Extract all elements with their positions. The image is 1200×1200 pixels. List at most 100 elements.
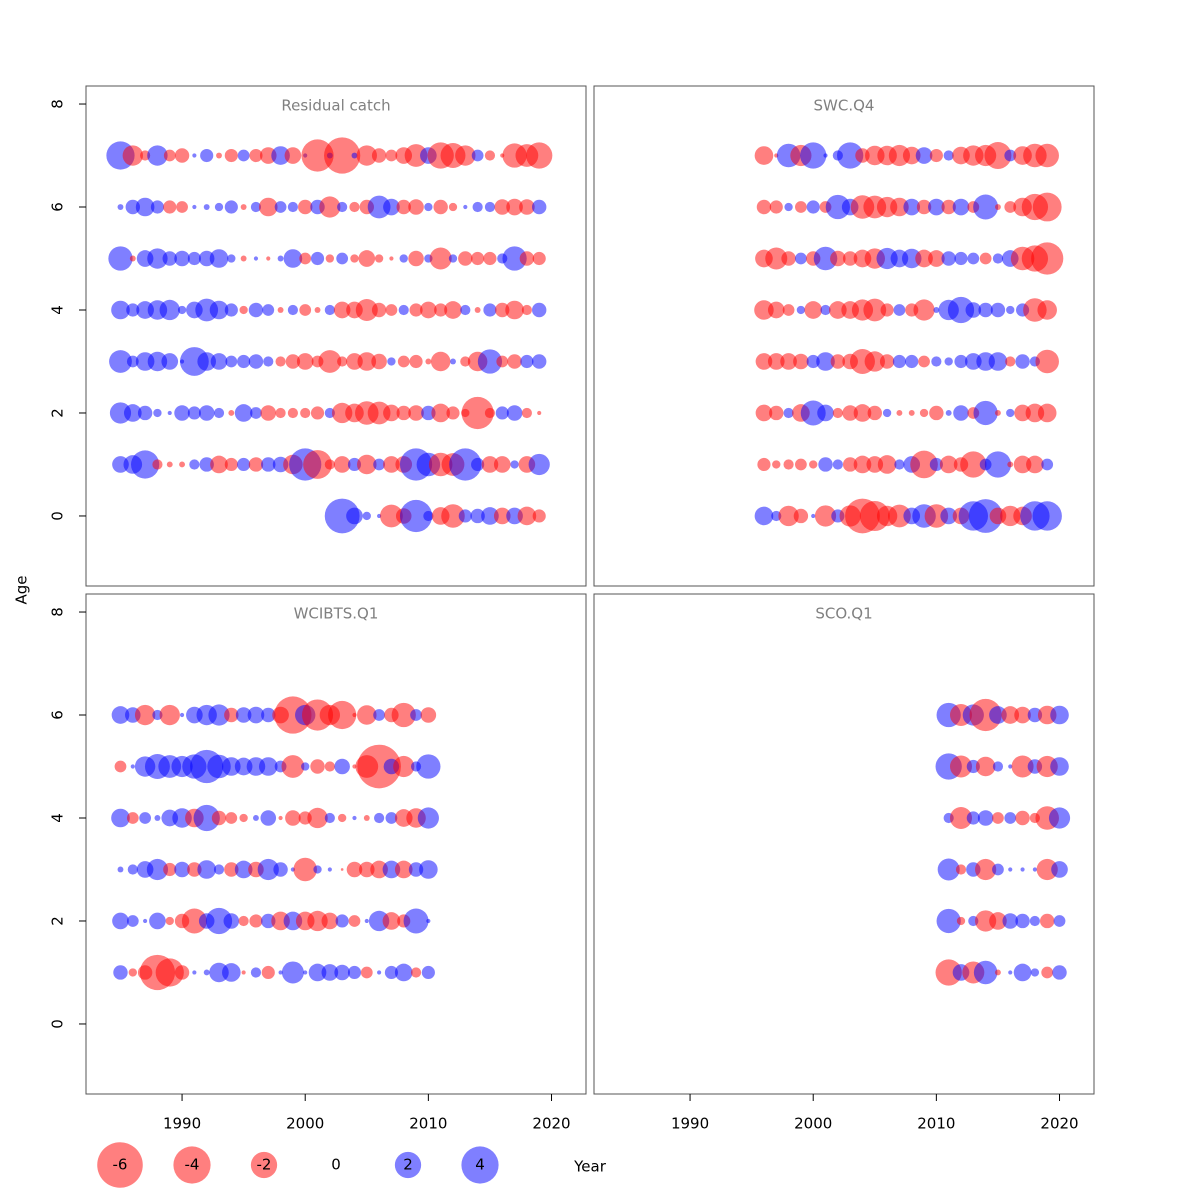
bubble bbox=[458, 251, 473, 266]
bubble bbox=[303, 970, 308, 975]
bubble bbox=[241, 970, 246, 975]
legend-bubble bbox=[173, 1146, 211, 1184]
bubble bbox=[374, 812, 385, 824]
bubble bbox=[505, 300, 524, 320]
bubble bbox=[408, 250, 424, 267]
x-tick-label: 2010 bbox=[917, 1115, 955, 1133]
bubble bbox=[960, 451, 987, 478]
bubble bbox=[111, 808, 130, 828]
bubble bbox=[108, 246, 133, 271]
bubble bbox=[130, 764, 135, 769]
bubble bbox=[481, 456, 499, 473]
bubble bbox=[421, 965, 435, 980]
bubble bbox=[384, 965, 398, 980]
bubble bbox=[380, 504, 403, 528]
bubble bbox=[281, 961, 304, 984]
bubble bbox=[382, 912, 401, 930]
bubble bbox=[248, 457, 264, 472]
bubble bbox=[383, 456, 400, 473]
bubble bbox=[385, 149, 398, 162]
panel-frame bbox=[593, 593, 1095, 1095]
bubble bbox=[197, 860, 216, 879]
bubble bbox=[842, 405, 858, 421]
bubble bbox=[109, 350, 132, 373]
bubble bbox=[159, 704, 180, 726]
bubble bbox=[444, 301, 462, 319]
bubble bbox=[327, 867, 332, 872]
bubble bbox=[893, 304, 906, 316]
bubble bbox=[177, 305, 187, 315]
bubble bbox=[321, 964, 339, 981]
bubble bbox=[155, 958, 184, 987]
bubble bbox=[1039, 913, 1055, 929]
bubble bbox=[162, 251, 177, 266]
bubble bbox=[214, 202, 224, 212]
y-tick-label: 0 bbox=[49, 511, 67, 521]
bubble bbox=[357, 705, 377, 725]
bubble bbox=[510, 460, 519, 469]
bubble bbox=[161, 353, 179, 370]
bubble bbox=[137, 405, 153, 421]
bubble bbox=[210, 455, 228, 474]
bubble bbox=[470, 508, 485, 524]
bubble bbox=[521, 304, 532, 316]
bubble bbox=[526, 142, 553, 169]
bubble bbox=[249, 914, 263, 928]
bubble bbox=[410, 967, 422, 978]
bubble bbox=[308, 963, 327, 982]
bubble bbox=[247, 706, 265, 724]
bubble bbox=[471, 251, 485, 266]
bubble bbox=[1052, 965, 1067, 980]
bubble bbox=[984, 451, 1012, 478]
bubble bbox=[426, 918, 431, 924]
bubble bbox=[537, 410, 542, 416]
bubble bbox=[321, 912, 339, 930]
x-tick-label: 2020 bbox=[532, 1115, 570, 1133]
bubble bbox=[755, 404, 773, 422]
y-tick-label: 8 bbox=[49, 607, 67, 617]
bubble bbox=[227, 254, 236, 263]
bubble bbox=[905, 354, 919, 369]
y-tick-label: 6 bbox=[49, 710, 67, 720]
bubble bbox=[176, 201, 188, 213]
bubble bbox=[830, 354, 846, 369]
bubble bbox=[832, 407, 843, 419]
x-tick-label: 1990 bbox=[163, 1115, 201, 1133]
bubble bbox=[163, 200, 177, 214]
bubble bbox=[403, 908, 429, 934]
bubble bbox=[398, 304, 409, 316]
bubble bbox=[237, 457, 251, 472]
bubble bbox=[924, 504, 949, 528]
y-tick-label: 4 bbox=[49, 813, 67, 823]
bubble bbox=[234, 860, 253, 879]
bubble bbox=[348, 915, 361, 927]
bubble bbox=[271, 146, 290, 165]
bubble bbox=[394, 860, 413, 879]
bubble bbox=[939, 455, 958, 474]
bubble bbox=[818, 457, 833, 472]
bubble bbox=[1005, 356, 1016, 367]
bubble bbox=[867, 405, 882, 421]
bubble bbox=[260, 405, 277, 421]
bubble bbox=[122, 145, 143, 166]
bubble bbox=[1030, 968, 1040, 977]
bubble bbox=[472, 201, 483, 213]
bubble bbox=[754, 300, 774, 320]
bubble bbox=[163, 862, 177, 877]
bubble bbox=[399, 254, 408, 263]
bubble bbox=[147, 145, 168, 166]
bubble bbox=[200, 148, 214, 163]
bubble bbox=[174, 405, 190, 421]
bubble bbox=[346, 507, 363, 525]
bubble bbox=[275, 356, 286, 367]
bubble bbox=[441, 504, 465, 528]
bubble bbox=[248, 302, 264, 318]
bubble bbox=[784, 202, 793, 212]
bubble bbox=[973, 194, 999, 220]
bubble bbox=[531, 354, 547, 369]
bubble bbox=[811, 513, 816, 519]
bubble bbox=[949, 806, 972, 829]
bubble bbox=[296, 353, 314, 370]
bubble bbox=[506, 198, 523, 216]
bubble bbox=[410, 709, 422, 721]
